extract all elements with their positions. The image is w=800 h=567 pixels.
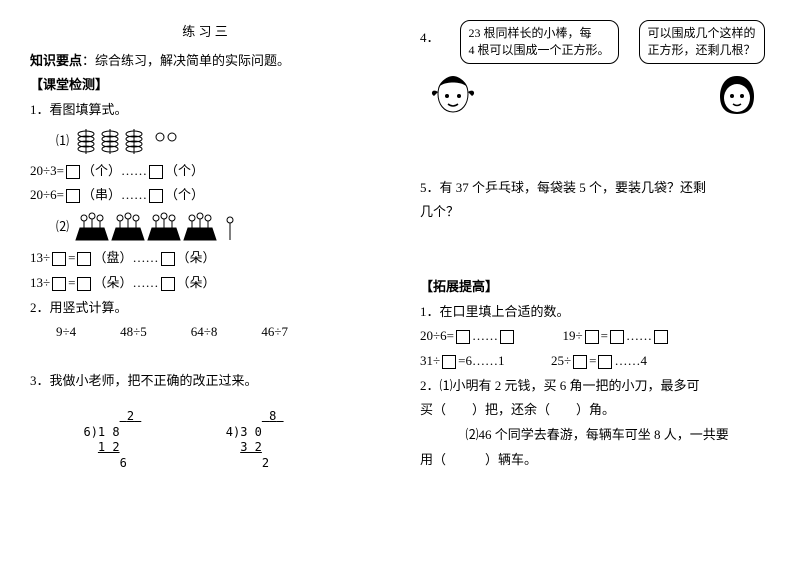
q1-title: 1．看图填算式。 (30, 98, 380, 123)
long-division-row: 2 6)1 8 1 2 6 8 4)3 0 3 2 2 (69, 394, 380, 488)
q1b-illustration: ⑵ (56, 212, 380, 244)
q1a-eq2: 20÷6=（串）……（个） (30, 183, 380, 208)
ext1-row2: 31÷=6……1 25÷=……4 (420, 349, 770, 374)
q4-row: 4． 23 根同样长的小棒，每 4 根可以围成一个正方形。 可以围成几个这样的 … (420, 20, 770, 64)
ext1-row1: 20÷6=…… 19÷=…… (420, 324, 770, 349)
q5-cont: 几个？ (420, 200, 770, 225)
section-2: 【拓展提高】 (420, 275, 770, 300)
ext2-b2: 用（ ）辆车。 (420, 448, 770, 473)
boy-face-icon (430, 72, 476, 116)
ext2-b: ⑵46 个同学去春游，每辆车可坐 8 人，一共要 (466, 423, 771, 448)
q1a-illustration: ⑴ (56, 127, 380, 157)
speech-bubble-1: 23 根同样长的小棒，每 4 根可以围成一个正方形。 (460, 20, 619, 64)
ext2-a2: 买（ ）把，还余（ ）角。 (420, 398, 770, 423)
q1b-eq2: 13÷=（朵）……（朵） (30, 271, 380, 296)
q1b-eq1: 13÷=（盘）……（朵） (30, 246, 380, 271)
q2-items: 9÷4 48÷5 64÷8 46÷7 (56, 320, 380, 345)
section-1: 【课堂检测】 (30, 73, 380, 98)
q3-title: 3．我做小老师，把不正确的改正过来。 (30, 369, 380, 394)
title: 练 习 三 (30, 20, 380, 45)
ext2-a: 2．⑴小明有 2 元钱，买 6 角一把的小刀，最多可 (420, 374, 770, 399)
long-division-1: 2 6)1 8 1 2 6 (69, 394, 141, 488)
long-division-2: 8 4)3 0 3 2 2 (211, 394, 283, 488)
q4-label: 4． (420, 26, 440, 51)
ext1-title: 1．在口里填上合适的数。 (420, 300, 770, 325)
speech-bubble-2: 可以围成几个这样的 正方形，还剩几根？ (639, 20, 765, 64)
q1a-eq1: 20÷3=（个）……（个） (30, 159, 380, 184)
faces-row (430, 72, 760, 116)
key-label: 知识要点 (30, 53, 82, 68)
q2-title: 2．用竖式计算。 (30, 296, 380, 321)
q5: 5．有 37 个乒乓球，每袋装 5 个，要装几袋？还剩 (420, 176, 770, 201)
key-point: 知识要点：综合练习，解决简单的实际问题。 (30, 49, 380, 74)
girl-face-icon (714, 72, 760, 116)
